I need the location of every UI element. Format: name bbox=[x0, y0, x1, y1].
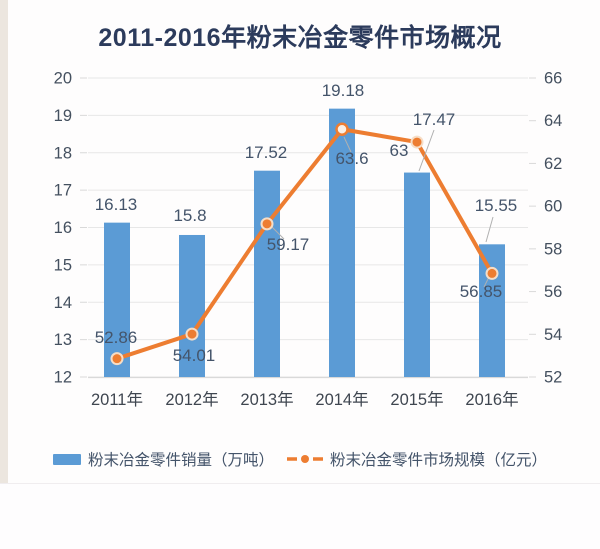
leader-line bbox=[271, 226, 285, 240]
bar-data-label: 17.52 bbox=[245, 143, 288, 162]
leader-line bbox=[418, 129, 435, 172]
bar-2011年 bbox=[104, 222, 130, 377]
chart-legend: 粉末冶金零件销量（万吨） 粉末冶金零件市场规模（亿元） bbox=[0, 446, 600, 472]
line-marker bbox=[260, 217, 274, 231]
right-axis-tick-label: 66 bbox=[544, 70, 562, 88]
right-axis-tick-label: 56 bbox=[544, 283, 562, 301]
left-axis-tick-label: 14 bbox=[54, 294, 72, 312]
bottom-area bbox=[0, 484, 600, 549]
right-axis-tick-label: 64 bbox=[544, 112, 562, 130]
left-axis-tick-label: 15 bbox=[54, 256, 72, 274]
bottom-divider bbox=[0, 483, 600, 484]
line-data-label: 59.17 bbox=[267, 235, 310, 254]
right-axis-tick-label: 54 bbox=[544, 326, 562, 344]
x-axis-label: 2014年 bbox=[315, 390, 368, 409]
bar-data-label: 15.8 bbox=[173, 206, 206, 225]
legend-item-market-scale: 粉末冶金零件市场规模（亿元） bbox=[287, 448, 547, 470]
bar-data-label: 19.18 bbox=[322, 81, 365, 100]
right-axis-tick-label: 58 bbox=[544, 240, 562, 258]
line-marker bbox=[110, 352, 124, 366]
bar-2012年 bbox=[179, 234, 205, 377]
line-series bbox=[115, 127, 494, 361]
bar-data-label: 17.47 bbox=[413, 110, 456, 129]
line-marker bbox=[335, 122, 349, 137]
x-axis-label: 2016年 bbox=[465, 390, 518, 409]
chart-title: 2011-2016年粉末冶金零件市场概况 bbox=[98, 24, 502, 52]
leader-line bbox=[343, 136, 352, 153]
left-axis-tick-label: 13 bbox=[54, 331, 72, 349]
left-axis-tick-label: 19 bbox=[54, 107, 72, 125]
left-axis-tick-label: 20 bbox=[54, 70, 72, 88]
line-data-label: 54.01 bbox=[173, 346, 216, 365]
right-axis-tick-label: 62 bbox=[544, 155, 562, 173]
legend-item-sales: 粉末冶金零件销量（万吨） bbox=[52, 448, 274, 470]
left-axis-tick-label: 17 bbox=[54, 182, 72, 200]
line-data-label: 63.6 bbox=[335, 149, 368, 168]
bar-2015年 bbox=[404, 172, 430, 377]
page-left-edge-strip bbox=[0, 0, 8, 549]
x-axis-label: 2013年 bbox=[240, 390, 293, 409]
line-marker bbox=[185, 327, 199, 341]
bar-data-label: 16.13 bbox=[95, 195, 138, 214]
x-axis-label: 2012年 bbox=[165, 390, 218, 409]
left-axis-tick-label: 12 bbox=[54, 369, 72, 387]
left-axis-tick-label: 16 bbox=[54, 219, 72, 237]
line-data-label: 63 bbox=[390, 141, 409, 160]
legend-label-sales: 粉末冶金零件销量（万吨） bbox=[87, 452, 274, 469]
right-axis-tick-label: 52 bbox=[544, 369, 562, 387]
bar-2013年 bbox=[254, 170, 280, 377]
bar-data-label: 15.55 bbox=[475, 196, 518, 215]
right-axis-tick-label: 60 bbox=[544, 198, 562, 216]
line-data-label: 52.86 bbox=[95, 328, 138, 347]
line-marker bbox=[410, 135, 424, 149]
bar-2016年 bbox=[479, 244, 505, 377]
bar-series-swatch-icon bbox=[52, 453, 81, 465]
line-data-label: 56.85 bbox=[460, 282, 503, 301]
line-marker bbox=[485, 266, 499, 280]
x-axis-label: 2015年 bbox=[390, 390, 443, 409]
x-axis-label: 2011年 bbox=[91, 390, 143, 409]
bar-2014年 bbox=[329, 108, 355, 378]
legend-label-market-scale: 粉末冶金零件市场规模（亿元） bbox=[330, 452, 548, 469]
left-axis-tick-label: 18 bbox=[54, 144, 72, 162]
line-series-swatch-icon bbox=[287, 455, 323, 463]
leader-line bbox=[485, 216, 494, 243]
